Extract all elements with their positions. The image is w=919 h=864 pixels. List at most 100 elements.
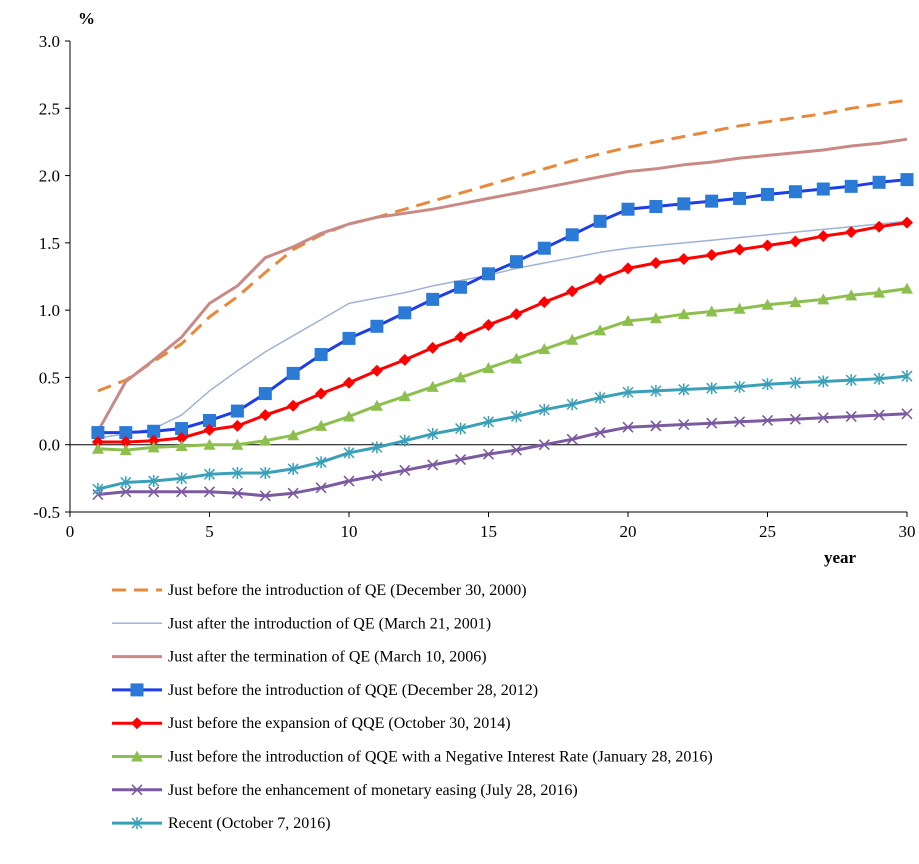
data-point [845,289,858,301]
data-point [538,296,551,309]
series-8 [92,370,913,496]
data-point [650,384,662,397]
legend-label: Just before the expansion of QQE (Octobe… [168,715,511,732]
data-point [873,372,885,385]
data-point [287,487,299,499]
data-point [566,398,578,411]
data-point [258,387,272,401]
data-point [398,306,412,320]
legend-label: Just after the termination of QE (March … [168,649,487,666]
data-point [761,298,774,310]
data-point [231,438,244,450]
data-point [510,410,522,423]
data-point [538,343,551,355]
legend-item: Recent (October 7, 2016) [112,815,331,832]
data-point [678,383,690,396]
data-point [259,466,271,479]
legend-item: Just after the termination of QE (March … [112,649,487,666]
data-point [705,305,718,317]
x-tick-label: 15 [480,522,497,541]
data-point [426,292,440,306]
data-point [789,376,801,389]
legend-label: Just after the introduction of QE (March… [168,615,491,632]
legend-item: Just before the introduction of QE (Dece… [112,582,527,599]
data-point [455,422,467,435]
data-point [315,419,328,431]
x-tick-label: 30 [899,522,916,541]
data-point [454,331,467,344]
data-point [175,440,188,452]
legend-marker [130,683,144,697]
data-point [789,296,802,308]
data-point [733,302,746,314]
y-axis-unit-label: % [78,9,95,28]
data-point [901,216,913,229]
data-point [622,262,634,275]
series-line [96,137,908,433]
data-point [649,257,662,270]
y-tick-label: 3.0 [39,32,60,51]
data-point [426,341,439,354]
data-point [482,267,495,281]
data-point [677,308,690,320]
data-point [371,441,383,454]
series-line [97,287,908,452]
series-line [97,98,908,393]
data-point [91,436,104,449]
data-point [816,182,830,196]
data-point [454,371,467,383]
data-point [399,464,411,476]
series-6 [91,282,913,456]
data-point [789,413,801,425]
legend-label: Just before the introduction of QQE with… [168,749,713,766]
data-point [594,391,606,404]
y-tick-label: -0.5 [33,503,60,522]
data-point [789,235,802,248]
data-point [733,191,747,205]
data-point [426,380,439,392]
series-line [97,178,908,435]
data-point [622,314,634,326]
legend-label: Just before the introduction of QQE (Dec… [168,682,538,699]
data-point [566,433,578,445]
series-2 [97,220,908,439]
legend-marker [131,817,143,830]
data-point [176,486,188,498]
data-point [148,486,160,498]
data-point [231,466,243,479]
legend-item: Just after the introduction of QE (March… [112,615,491,632]
data-point [286,366,300,380]
data-point [900,173,914,187]
series-5 [91,216,913,449]
data-point [231,487,243,499]
data-point [817,230,830,243]
data-point [454,280,468,294]
y-tick-label: 1.5 [39,234,60,253]
data-point [230,404,244,418]
data-point [399,434,411,447]
data-point [872,175,886,189]
legend-marker [131,750,143,762]
data-point [677,253,690,266]
legend-label: Just before the enhancement of monetary … [168,782,578,799]
data-point [761,378,774,391]
data-point [565,228,579,242]
data-point [370,399,383,411]
data-point [482,362,495,374]
data-point [482,318,495,331]
data-point [203,468,216,481]
x-tick-label: 0 [66,522,75,541]
legend-marker [131,717,143,730]
data-point [482,415,495,428]
data-point [176,472,188,485]
data-point [594,427,606,439]
data-point [119,436,132,449]
data-point [287,429,300,441]
data-point [845,226,858,239]
data-point [817,293,830,305]
legend-label: Just before the introduction of QE (Dece… [168,582,527,599]
data-point [287,462,299,475]
y-tick-label: 0.5 [39,368,60,387]
data-point [733,243,746,256]
x-tick-label: 10 [341,522,358,541]
